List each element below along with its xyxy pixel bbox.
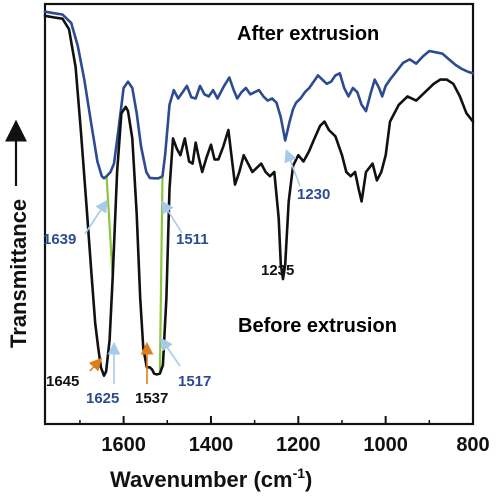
peak-shift-line	[105, 176, 114, 278]
y-axis-title: Transmittance	[6, 199, 31, 348]
peak-annotations: 1639 1511 1230 1235 1645 1625 1537 1517	[43, 149, 330, 407]
x-tick-label: 1400	[189, 434, 234, 456]
x-tick-label: 1000	[363, 434, 408, 456]
spectrum-series	[43, 10, 475, 377]
x-tick-label: 1600	[101, 434, 146, 456]
peak-arrow	[88, 357, 103, 372]
peak-label-1639: 1639	[43, 231, 76, 248]
x-tick-label: 1200	[276, 434, 321, 456]
plot-border	[43, 2, 475, 426]
peak-arrow	[284, 149, 301, 187]
peak-arrow	[160, 337, 181, 367]
x-axis-ticks: 1600 1400 1200 1000 800	[79, 416, 490, 456]
y-axis-title-group: Transmittance	[4, 119, 31, 348]
peak-label-1625: 1625	[86, 390, 119, 407]
plot-area	[43, 2, 475, 426]
peak-label-1537: 1537	[135, 390, 168, 407]
peak-arrow	[84, 199, 108, 235]
peak-label-1230: 1230	[297, 186, 330, 203]
peak-label-1511: 1511	[176, 231, 209, 248]
x-axis-title: Wavenumber (cm-1)	[110, 465, 312, 492]
peak-arrow	[161, 200, 183, 234]
peak-label-1517: 1517	[178, 373, 211, 390]
x-tick-label: 800	[456, 434, 489, 456]
peak-label-1235: 1235	[261, 262, 294, 279]
peak-shift-line	[158, 176, 164, 374]
series-line-before-extrusion	[43, 14, 475, 377]
series-label-after-extrusion: After extrusion	[237, 23, 379, 45]
series-line-after-extrusion	[43, 10, 475, 180]
peak-label-1645: 1645	[46, 373, 79, 390]
series-label-before-extrusion: Before extrusion	[238, 315, 397, 337]
